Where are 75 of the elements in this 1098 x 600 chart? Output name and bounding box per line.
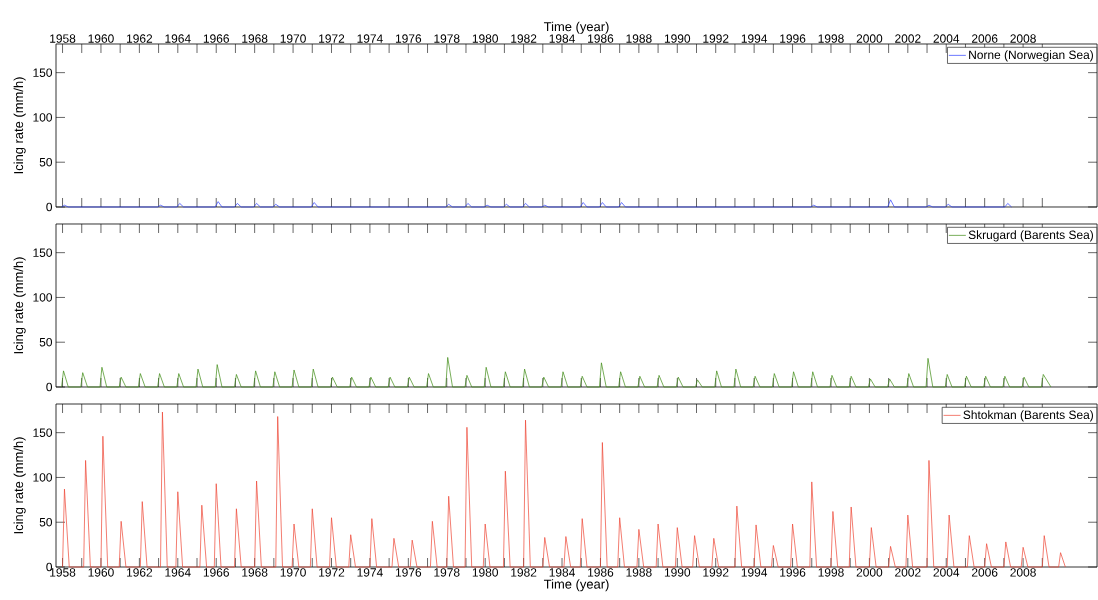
x-tick-label: 1988 (626, 34, 652, 43)
y-tick-label: 100 (33, 293, 53, 302)
line-series (61, 357, 1052, 388)
y-axis-title: Icing rate (mm/h) (13, 77, 26, 174)
x-tick-label: 1994 (741, 568, 768, 577)
x-tick-label: 1962 (126, 568, 153, 577)
x-tick-label: 1986 (588, 568, 614, 577)
x-tick-label: 1996 (780, 568, 806, 577)
x-tick-label: 2000 (856, 34, 883, 43)
x-tick-label: 1990 (664, 568, 691, 577)
y-tick-label: 0 (46, 562, 53, 572)
line-series (62, 411, 1066, 568)
x-tick-label: 2004 (933, 34, 960, 43)
x-tick-label: 1982 (511, 568, 537, 577)
x-tick-label: 1972 (319, 568, 345, 577)
x-tick-label: 1990 (664, 34, 691, 43)
x-tick-label: 1978 (434, 34, 460, 43)
x-tick-label: 2006 (971, 34, 998, 43)
line-series (61, 199, 1012, 208)
x-tick-label: 1992 (703, 34, 729, 43)
x-tick-label: 1976 (395, 568, 422, 577)
x-tick-label: 1998 (818, 568, 844, 577)
x-tick-label: 1962 (126, 34, 153, 43)
x-tick-label: 1998 (818, 34, 844, 43)
x-tick-label: 1992 (703, 568, 729, 577)
x-tick-label: 1970 (280, 568, 306, 577)
y-tick-label: 50 (39, 337, 53, 347)
x-tick-label: 2008 (1010, 568, 1036, 577)
x-tick-label: 1966 (203, 568, 229, 577)
x-tick-label: 1974 (357, 34, 383, 43)
y-tick-label: 150 (33, 248, 53, 257)
x-tick-label: 1984 (549, 34, 575, 43)
x-tick-label: 1972 (319, 34, 345, 43)
x-tick-label: 1960 (88, 34, 114, 43)
x-axis-title: Time (year) (543, 21, 609, 34)
x-tick-label: 2006 (971, 568, 998, 577)
y-tick-label: 50 (39, 157, 53, 167)
x-tick-label: 1974 (357, 568, 383, 577)
y-axis-title: Icing rate (mm/h) (13, 257, 26, 354)
x-tick-label: 1984 (549, 568, 575, 577)
x-tick-label: 1960 (88, 568, 114, 577)
x-tick-label: 1968 (242, 34, 268, 43)
x-tick-label: 1958 (50, 34, 76, 43)
y-tick-label: 100 (33, 113, 53, 122)
x-tick-label: 2002 (895, 568, 921, 577)
y-tick-label: 0 (46, 382, 53, 392)
y-tick-label: 0 (46, 202, 53, 212)
x-tick-label: 2000 (856, 568, 883, 577)
x-tick-label: 1964 (165, 568, 191, 577)
x-tick-label: 1986 (588, 34, 614, 43)
x-axis-title: Time (year) (543, 579, 609, 592)
x-tick-label: 2004 (933, 568, 960, 577)
x-tick-label: 1968 (242, 568, 268, 577)
text: Shtokman (Barents Sea) (963, 410, 1093, 422)
y-tick-label: 150 (33, 68, 53, 77)
x-tick-label: 1964 (165, 34, 191, 43)
x-tick-label: 1996 (780, 34, 806, 43)
x-tick-label: 2002 (895, 34, 921, 43)
y-tick-label: 100 (33, 473, 53, 482)
y-tick-label: 50 (39, 517, 53, 527)
x-tick-label: 1980 (472, 34, 499, 43)
x-tick-label: 1988 (626, 568, 652, 577)
x-tick-label: 2008 (1010, 34, 1036, 43)
y-axis-title: Icing rate (mm/h) (13, 437, 26, 534)
x-tick-label: 1982 (511, 34, 537, 43)
legend-label: Norne (Norwegian Sea) (969, 50, 1093, 62)
x-tick-label: 1958 (50, 568, 76, 577)
x-tick-label: 1976 (395, 34, 422, 43)
x-tick-label: 1970 (280, 34, 306, 43)
x-tick-label: 1966 (203, 34, 229, 43)
legend-label: Skrugard (Barents Sea) (968, 230, 1093, 242)
y-tick-label: 150 (33, 428, 53, 437)
x-tick-label: 1994 (741, 34, 768, 43)
x-tick-label: 1980 (472, 568, 499, 577)
x-tick-label: 1978 (434, 568, 460, 577)
